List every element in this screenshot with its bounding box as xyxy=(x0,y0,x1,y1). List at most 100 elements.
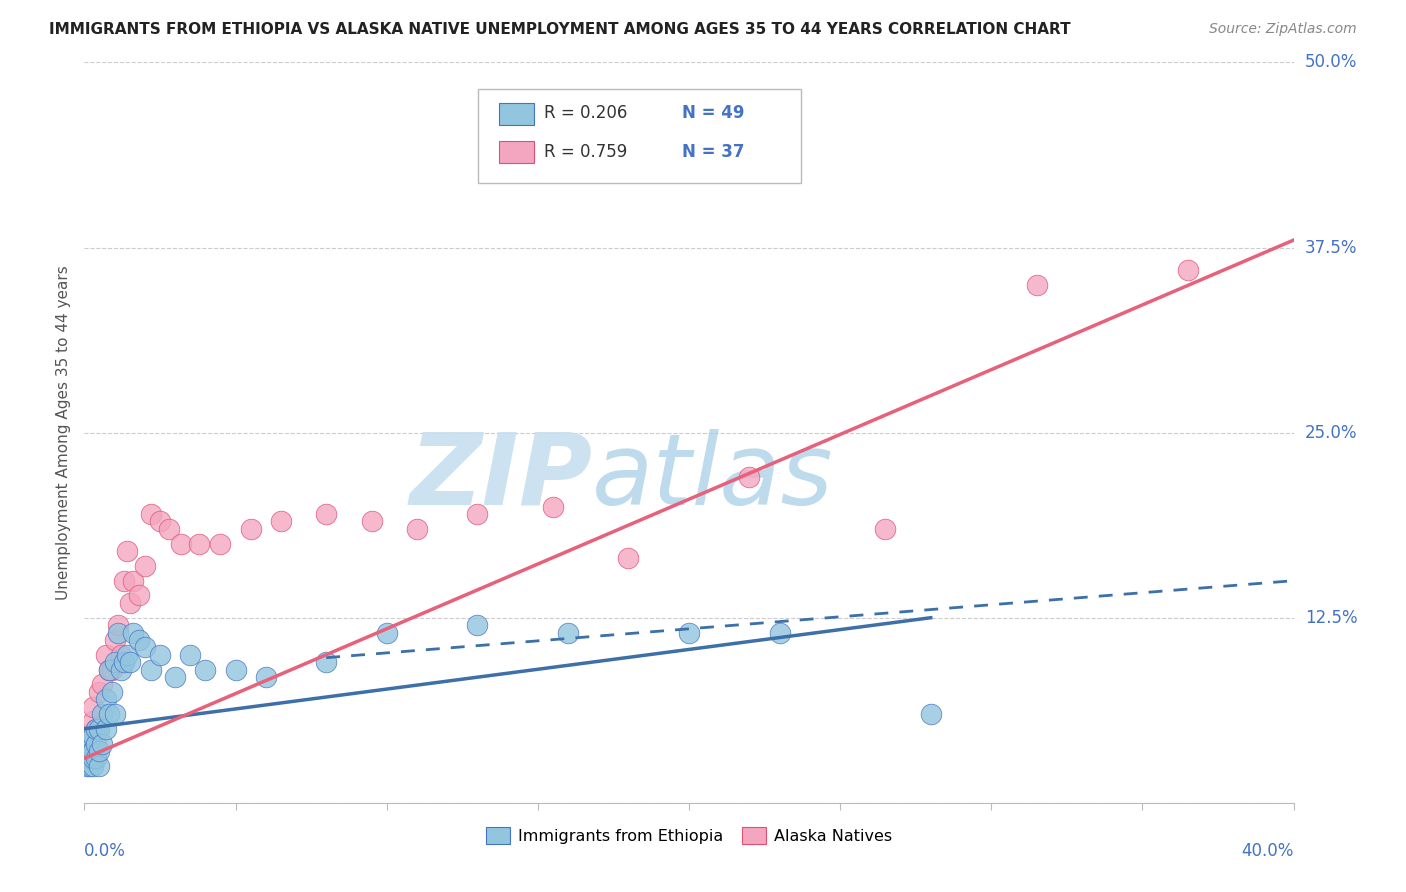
Point xyxy=(920,706,942,721)
Point xyxy=(209,536,232,550)
Text: 25.0%: 25.0% xyxy=(1305,424,1357,442)
Point xyxy=(149,515,172,529)
Point xyxy=(82,699,104,714)
Text: R = 0.759: R = 0.759 xyxy=(544,143,627,161)
Point xyxy=(76,737,98,751)
Text: 12.5%: 12.5% xyxy=(1305,608,1357,627)
Point xyxy=(157,522,180,536)
Point xyxy=(79,758,101,772)
Point xyxy=(76,737,98,751)
Point xyxy=(375,625,398,640)
Point xyxy=(115,648,138,662)
Point xyxy=(104,655,127,669)
Point xyxy=(76,758,98,772)
Point xyxy=(121,574,143,588)
Point xyxy=(79,751,101,765)
Point xyxy=(128,589,150,603)
Point xyxy=(86,722,108,736)
Point xyxy=(270,515,292,529)
Point xyxy=(110,648,132,662)
Point xyxy=(100,663,122,677)
Point xyxy=(239,522,262,536)
Point xyxy=(139,663,162,677)
Point xyxy=(104,706,127,721)
Point xyxy=(94,692,117,706)
Point xyxy=(118,596,141,610)
Text: ZIP: ZIP xyxy=(409,428,592,525)
Text: R = 0.206: R = 0.206 xyxy=(544,104,627,122)
Point xyxy=(112,574,135,588)
Point xyxy=(82,758,104,772)
Text: atlas: atlas xyxy=(592,428,834,525)
Point xyxy=(360,515,382,529)
Point xyxy=(82,751,104,765)
Point xyxy=(104,632,127,647)
Point xyxy=(467,618,489,632)
Point xyxy=(188,536,211,550)
Point xyxy=(134,640,156,655)
Text: 50.0%: 50.0% xyxy=(1305,54,1357,71)
Point xyxy=(82,744,104,758)
Point xyxy=(94,722,117,736)
Point xyxy=(769,625,792,640)
Point xyxy=(194,663,217,677)
Point xyxy=(467,507,489,521)
Point xyxy=(76,751,98,765)
Point xyxy=(1177,262,1199,277)
Point xyxy=(91,677,114,691)
Point xyxy=(617,551,640,566)
Point xyxy=(115,544,138,558)
Point xyxy=(97,706,120,721)
Point xyxy=(134,558,156,573)
Point xyxy=(121,625,143,640)
Point xyxy=(79,737,101,751)
Point xyxy=(557,625,579,640)
Point xyxy=(315,507,337,521)
Point xyxy=(112,655,135,669)
Point xyxy=(97,663,120,677)
Point xyxy=(315,655,337,669)
Point xyxy=(128,632,150,647)
Point xyxy=(79,729,101,743)
Point xyxy=(179,648,201,662)
Text: 37.5%: 37.5% xyxy=(1305,238,1357,257)
Point xyxy=(1025,277,1047,292)
Point xyxy=(76,744,98,758)
Point xyxy=(110,663,132,677)
Point xyxy=(94,648,117,662)
Point xyxy=(100,685,122,699)
Point xyxy=(875,522,897,536)
Point xyxy=(139,507,162,521)
Point xyxy=(89,744,111,758)
Point xyxy=(107,618,129,632)
Text: Source: ZipAtlas.com: Source: ZipAtlas.com xyxy=(1209,22,1357,37)
Point xyxy=(738,470,761,484)
Point xyxy=(89,722,111,736)
Point xyxy=(406,522,429,536)
Point xyxy=(149,648,172,662)
Text: IMMIGRANTS FROM ETHIOPIA VS ALASKA NATIVE UNEMPLOYMENT AMONG AGES 35 TO 44 YEARS: IMMIGRANTS FROM ETHIOPIA VS ALASKA NATIV… xyxy=(49,22,1071,37)
Point xyxy=(86,751,108,765)
Point xyxy=(165,670,187,684)
Point xyxy=(118,655,141,669)
Point xyxy=(225,663,247,677)
Point xyxy=(107,625,129,640)
Point xyxy=(86,722,108,736)
Point xyxy=(82,729,104,743)
Point xyxy=(541,500,564,514)
Point xyxy=(89,685,111,699)
Point xyxy=(79,729,101,743)
Point xyxy=(678,625,700,640)
Legend: Immigrants from Ethiopia, Alaska Natives: Immigrants from Ethiopia, Alaska Natives xyxy=(479,820,898,850)
Point xyxy=(170,536,193,550)
Point xyxy=(89,758,111,772)
Text: 40.0%: 40.0% xyxy=(1241,842,1294,860)
Point xyxy=(91,737,114,751)
Point xyxy=(97,663,120,677)
Y-axis label: Unemployment Among Ages 35 to 44 years: Unemployment Among Ages 35 to 44 years xyxy=(56,265,72,600)
Point xyxy=(254,670,277,684)
Point xyxy=(82,714,104,729)
Text: N = 37: N = 37 xyxy=(682,143,744,161)
Text: N = 49: N = 49 xyxy=(682,104,744,122)
Text: 0.0%: 0.0% xyxy=(84,842,127,860)
